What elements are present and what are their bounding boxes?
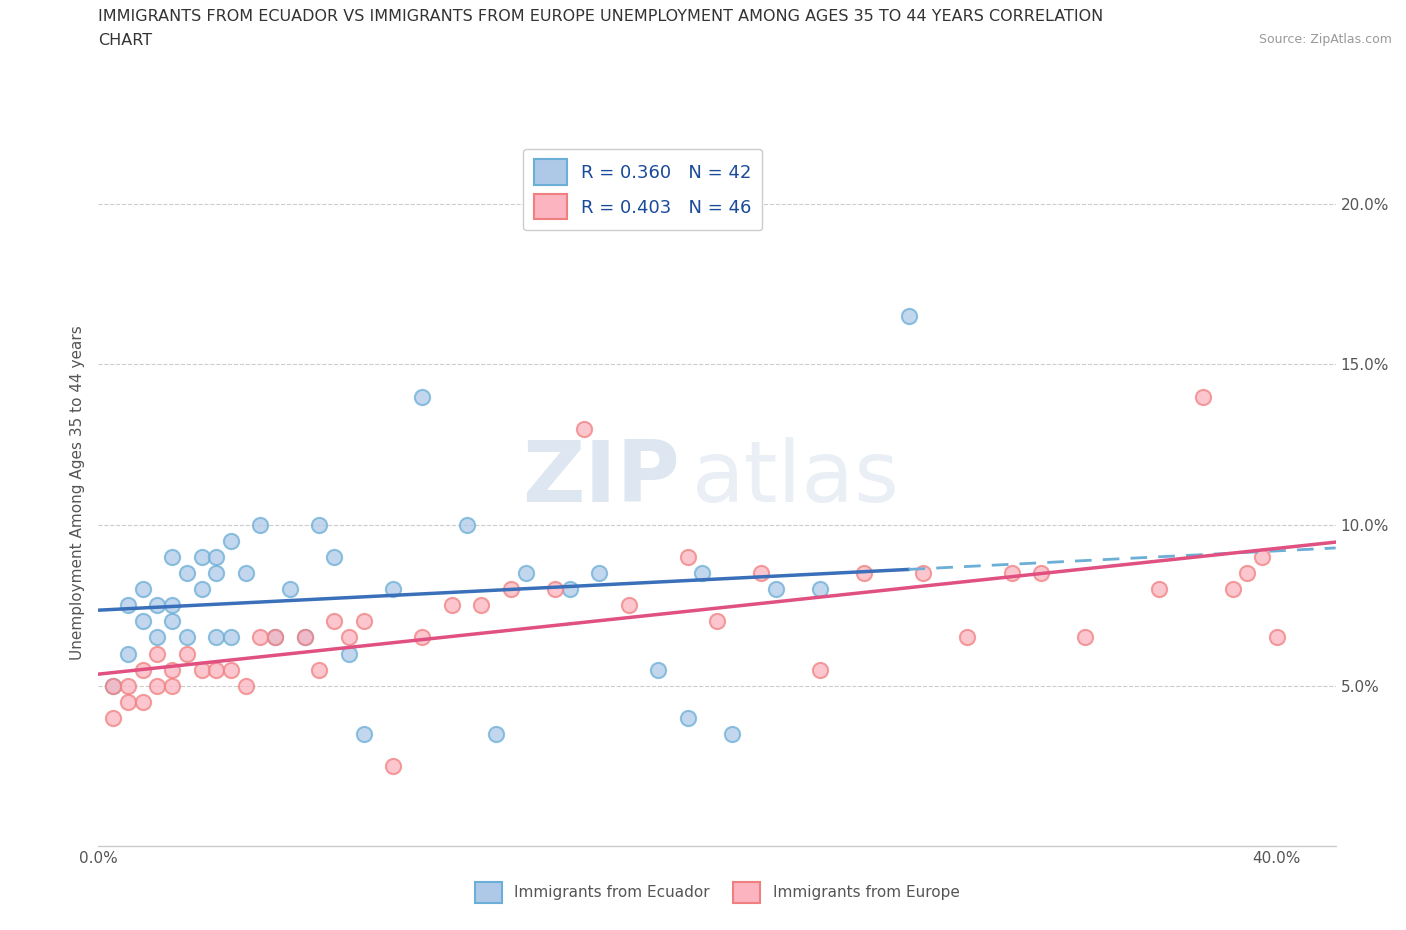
Point — [101, 678, 124, 693]
Point — [749, 565, 772, 580]
Point — [912, 565, 935, 580]
Point — [190, 550, 212, 565]
Point — [117, 695, 139, 710]
Point — [176, 565, 198, 580]
Point — [1192, 389, 1215, 404]
Point — [382, 759, 405, 774]
Point — [235, 565, 257, 580]
Point — [470, 598, 492, 613]
Point — [440, 598, 463, 613]
Point — [294, 630, 316, 644]
Point — [117, 598, 139, 613]
Point — [337, 646, 360, 661]
Point — [264, 630, 287, 644]
Point — [765, 582, 787, 597]
Point — [131, 662, 153, 677]
Point — [558, 582, 581, 597]
Point — [1147, 582, 1170, 597]
Point — [411, 630, 433, 644]
Point — [1251, 550, 1274, 565]
Point — [808, 662, 831, 677]
Point — [1029, 565, 1052, 580]
Point — [323, 550, 346, 565]
Point — [131, 614, 153, 629]
Point — [382, 582, 405, 597]
Point — [146, 598, 169, 613]
Point — [456, 518, 478, 533]
Point — [353, 614, 375, 629]
Point — [205, 662, 228, 677]
Point — [720, 726, 742, 741]
Point — [278, 582, 301, 597]
Point — [544, 582, 567, 597]
Point — [853, 565, 876, 580]
Point — [574, 421, 596, 436]
Point — [219, 630, 242, 644]
Point — [131, 695, 153, 710]
Point — [160, 550, 183, 565]
Point — [1074, 630, 1097, 644]
Point — [1265, 630, 1288, 644]
Point — [617, 598, 640, 613]
Point — [219, 662, 242, 677]
Point — [485, 726, 508, 741]
Point — [146, 678, 169, 693]
Point — [146, 646, 169, 661]
Point — [160, 598, 183, 613]
Point — [692, 565, 714, 580]
Point — [160, 678, 183, 693]
Point — [190, 662, 212, 677]
Point — [515, 565, 537, 580]
Point — [647, 662, 669, 677]
Point — [323, 614, 346, 629]
Point — [131, 582, 153, 597]
Point — [176, 630, 198, 644]
Point — [337, 630, 360, 644]
Point — [101, 678, 124, 693]
Point — [205, 565, 228, 580]
Point — [235, 678, 257, 693]
Point — [353, 726, 375, 741]
Point — [499, 582, 522, 597]
Point — [588, 565, 610, 580]
Point — [219, 534, 242, 549]
Point — [117, 678, 139, 693]
Point — [249, 630, 271, 644]
Text: Source: ZipAtlas.com: Source: ZipAtlas.com — [1258, 33, 1392, 46]
Point — [676, 711, 699, 725]
Text: CHART: CHART — [98, 33, 152, 47]
Text: atlas: atlas — [692, 437, 900, 520]
Text: IMMIGRANTS FROM ECUADOR VS IMMIGRANTS FROM EUROPE UNEMPLOYMENT AMONG AGES 35 TO : IMMIGRANTS FROM ECUADOR VS IMMIGRANTS FR… — [98, 9, 1104, 24]
Text: ZIP: ZIP — [522, 437, 681, 520]
Point — [897, 309, 920, 324]
Point — [264, 630, 287, 644]
Point — [706, 614, 728, 629]
Point — [176, 646, 198, 661]
Legend: Immigrants from Ecuador, Immigrants from Europe: Immigrants from Ecuador, Immigrants from… — [468, 875, 966, 910]
Point — [1222, 582, 1244, 597]
Point — [411, 389, 433, 404]
Point — [294, 630, 316, 644]
Point — [676, 550, 699, 565]
Point — [1236, 565, 1258, 580]
Point — [190, 582, 212, 597]
Point — [308, 518, 330, 533]
Point — [1001, 565, 1024, 580]
Point — [160, 614, 183, 629]
Point — [205, 550, 228, 565]
Point — [117, 646, 139, 661]
Point — [808, 582, 831, 597]
Point — [249, 518, 271, 533]
Point — [956, 630, 979, 644]
Point — [101, 711, 124, 725]
Point — [146, 630, 169, 644]
Point — [160, 662, 183, 677]
Point — [308, 662, 330, 677]
Y-axis label: Unemployment Among Ages 35 to 44 years: Unemployment Among Ages 35 to 44 years — [69, 326, 84, 660]
Point — [205, 630, 228, 644]
